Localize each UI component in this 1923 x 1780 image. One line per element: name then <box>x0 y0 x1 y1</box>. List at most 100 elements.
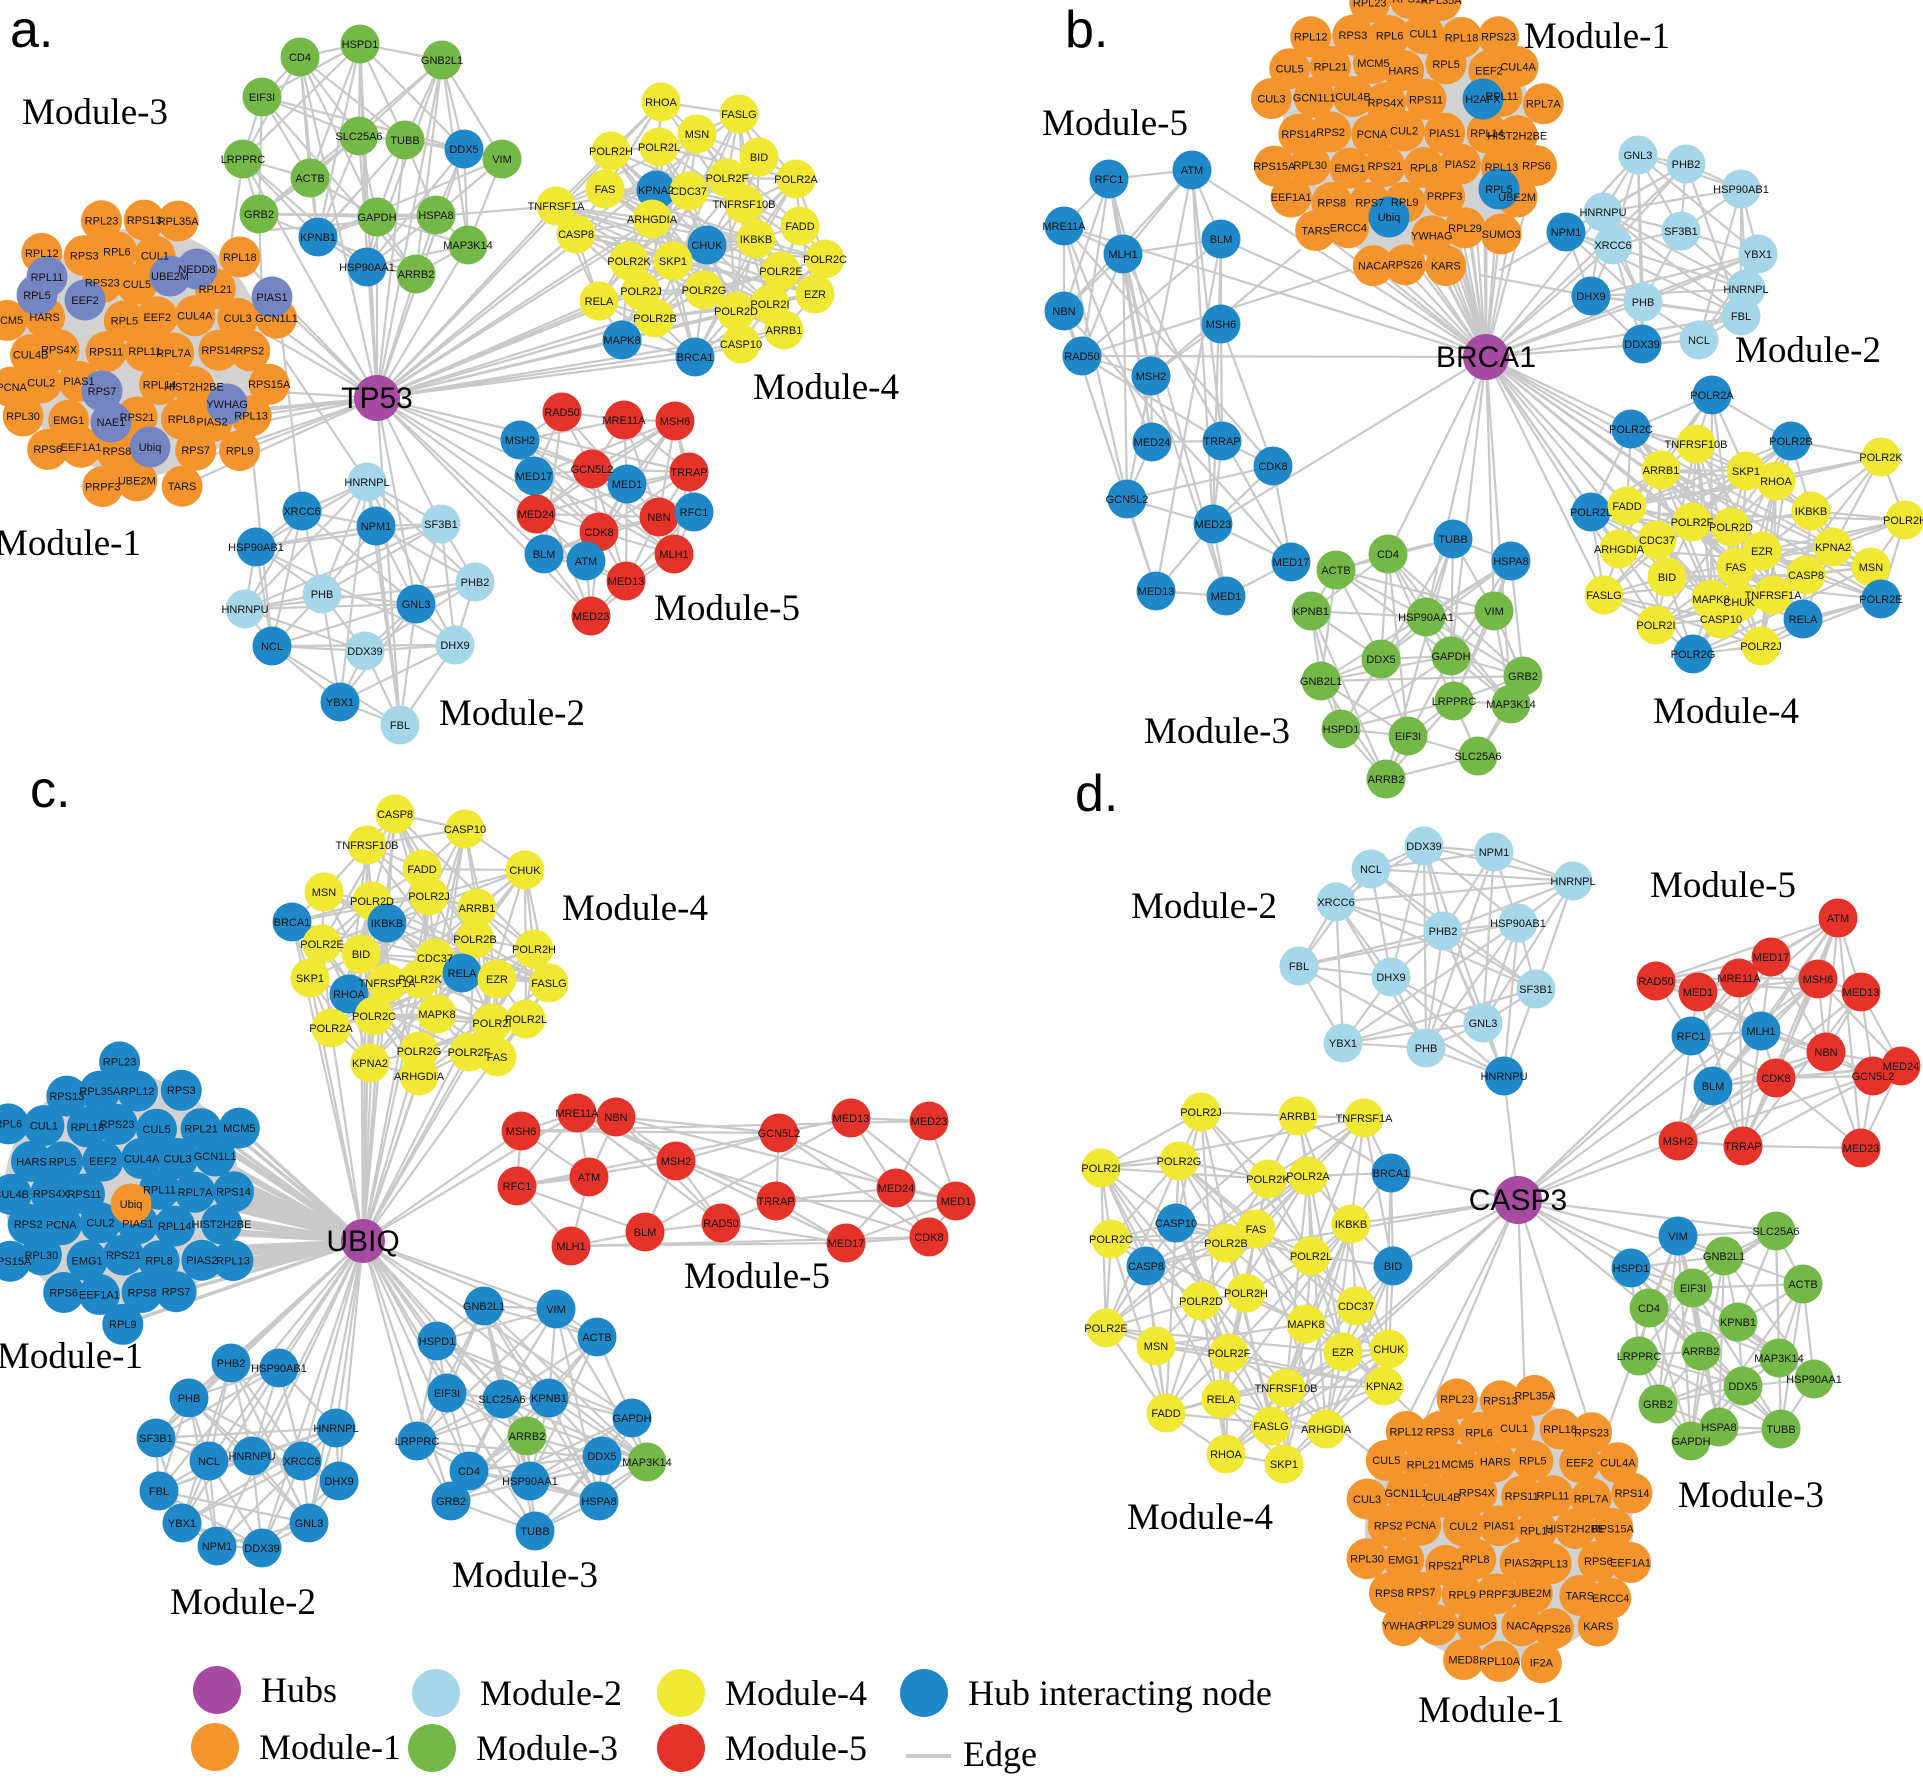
svg-text:ACTB: ACTB <box>1788 1279 1817 1291</box>
svg-text:MSN: MSN <box>1144 1341 1169 1353</box>
svg-text:MSN: MSN <box>685 129 710 141</box>
svg-text:RAD50: RAD50 <box>703 1218 738 1230</box>
svg-text:PIAS1: PIAS1 <box>1484 1521 1515 1533</box>
svg-text:MAP3K14: MAP3K14 <box>1754 1353 1804 1365</box>
svg-text:BRCA1: BRCA1 <box>677 352 714 364</box>
svg-text:RPL7A: RPL7A <box>1574 1493 1610 1505</box>
svg-text:MED23: MED23 <box>1843 1143 1880 1155</box>
svg-text:HIST2H2BE: HIST2H2BE <box>164 382 224 394</box>
svg-text:SF3B1: SF3B1 <box>139 1433 173 1445</box>
svg-text:RPS6: RPS6 <box>33 444 62 456</box>
svg-text:ARRB2: ARRB2 <box>509 1431 546 1443</box>
svg-text:LRPPRC: LRPPRC <box>1617 1351 1662 1363</box>
svg-text:POLR2B: POLR2B <box>633 313 676 325</box>
svg-text:RPS7: RPS7 <box>88 386 117 398</box>
svg-text:NCL: NCL <box>1688 335 1710 347</box>
svg-text:MED23: MED23 <box>1195 519 1232 531</box>
svg-text:POLR2A: POLR2A <box>309 1023 353 1035</box>
svg-text:MED17: MED17 <box>1273 557 1310 569</box>
svg-text:Module-4: Module-4 <box>1127 1497 1273 1538</box>
svg-text:RAD50: RAD50 <box>1638 976 1673 988</box>
svg-text:RPL7A: RPL7A <box>156 348 192 360</box>
svg-text:Module-3: Module-3 <box>1678 1475 1824 1516</box>
svg-text:SLC25A6: SLC25A6 <box>478 1394 525 1406</box>
svg-text:SUMO3: SUMO3 <box>1482 229 1521 241</box>
svg-text:Module-4: Module-4 <box>725 1673 867 1713</box>
svg-text:XRCC6: XRCC6 <box>283 1456 320 1468</box>
svg-text:RPL35A: RPL35A <box>79 1086 121 1098</box>
svg-text:TNFRSF1A: TNFRSF1A <box>528 201 586 213</box>
svg-text:RPL8: RPL8 <box>1410 162 1438 174</box>
svg-text:GRB2: GRB2 <box>436 1496 466 1508</box>
svg-text:PIAS2: PIAS2 <box>1445 159 1476 171</box>
svg-text:MAP3K14: MAP3K14 <box>622 1457 672 1469</box>
svg-text:ARRB1: ARRB1 <box>459 903 496 915</box>
svg-text:IF2A: IF2A <box>1530 1658 1554 1670</box>
svg-text:FASLG: FASLG <box>1586 590 1621 602</box>
svg-text:CUL4A: CUL4A <box>177 311 213 323</box>
svg-text:POLR2D: POLR2D <box>1709 522 1753 534</box>
svg-text:FADD: FADD <box>1151 1408 1180 1420</box>
svg-text:RPS7: RPS7 <box>181 445 210 457</box>
svg-text:Ubiq: Ubiq <box>1378 212 1401 224</box>
svg-text:TUBB: TUBB <box>1438 534 1467 546</box>
svg-text:POLR2H: POLR2H <box>1224 1288 1268 1300</box>
svg-text:EEF2: EEF2 <box>1566 1457 1594 1469</box>
svg-text:ARRB1: ARRB1 <box>1280 1111 1317 1123</box>
svg-text:VIM: VIM <box>1668 1231 1688 1243</box>
svg-text:RPL12: RPL12 <box>121 1086 155 1098</box>
svg-text:KPNA2: KPNA2 <box>1366 1381 1402 1393</box>
svg-text:POLR2C: POLR2C <box>1089 1234 1133 1246</box>
svg-text:RPS15A: RPS15A <box>1592 1523 1635 1535</box>
svg-text:SKP1: SKP1 <box>1732 466 1760 478</box>
svg-text:ACTB: ACTB <box>582 1332 611 1344</box>
svg-text:EEF2: EEF2 <box>143 312 171 324</box>
svg-text:RPS26: RPS26 <box>1388 260 1423 272</box>
svg-text:CD4: CD4 <box>458 1466 480 1478</box>
svg-text:SKP1: SKP1 <box>296 973 324 985</box>
svg-text:SLC25A6: SLC25A6 <box>1752 1226 1799 1238</box>
svg-text:RPS13: RPS13 <box>127 215 162 227</box>
svg-text:CDC37: CDC37 <box>1338 1301 1374 1313</box>
svg-text:RPS6: RPS6 <box>49 1287 78 1299</box>
svg-text:RPL6: RPL6 <box>103 247 131 259</box>
svg-text:FAS: FAS <box>595 184 616 196</box>
svg-text:ARHGDIA: ARHGDIA <box>1301 1424 1352 1436</box>
svg-text:UBIQ: UBIQ <box>326 1225 399 1258</box>
svg-text:RAD50: RAD50 <box>544 407 579 419</box>
svg-text:FASLG: FASLG <box>1253 1421 1288 1433</box>
svg-text:CUL5: CUL5 <box>1276 64 1304 76</box>
svg-text:SKP1: SKP1 <box>659 256 687 268</box>
svg-text:RPS11: RPS11 <box>67 1189 101 1201</box>
svg-text:GAPDH: GAPDH <box>612 1413 651 1425</box>
svg-text:PIAS2: PIAS2 <box>196 417 227 429</box>
svg-text:CUL5: CUL5 <box>123 279 151 291</box>
svg-text:POLR2D: POLR2D <box>1179 1296 1223 1308</box>
svg-text:CASP8: CASP8 <box>558 229 594 241</box>
svg-text:PRPF3: PRPF3 <box>1479 1589 1514 1601</box>
svg-text:RPL12: RPL12 <box>1294 32 1328 44</box>
svg-text:CASP10: CASP10 <box>444 824 486 836</box>
svg-text:MSN: MSN <box>1859 562 1884 574</box>
svg-text:RHOA: RHOA <box>1210 1449 1242 1461</box>
svg-text:RPS3: RPS3 <box>1339 30 1368 42</box>
svg-text:RPL30: RPL30 <box>1350 1554 1384 1566</box>
svg-text:ARRB2: ARRB2 <box>398 269 435 281</box>
svg-text:Module-1: Module-1 <box>1418 1690 1564 1731</box>
svg-text:CASP8: CASP8 <box>377 809 413 821</box>
svg-text:RPL13: RPL13 <box>234 411 268 423</box>
svg-text:PHB: PHB <box>1632 297 1655 309</box>
svg-text:CD4: CD4 <box>289 52 311 64</box>
svg-text:KPNB1: KPNB1 <box>531 1393 567 1405</box>
svg-text:CHUK: CHUK <box>509 865 541 877</box>
svg-text:HSP90AB1: HSP90AB1 <box>251 1363 307 1375</box>
svg-text:ARRB2: ARRB2 <box>1368 774 1405 786</box>
svg-text:YBX1: YBX1 <box>326 697 354 709</box>
svg-text:POLR2K: POLR2K <box>1859 452 1903 464</box>
svg-text:BID: BID <box>1384 1261 1402 1273</box>
svg-text:BLM: BLM <box>1210 234 1233 246</box>
svg-text:PHB: PHB <box>178 1393 201 1405</box>
svg-text:BLM: BLM <box>634 1227 657 1239</box>
svg-text:RPL9: RPL9 <box>226 445 254 457</box>
svg-text:RPS14: RPS14 <box>1615 1488 1650 1500</box>
